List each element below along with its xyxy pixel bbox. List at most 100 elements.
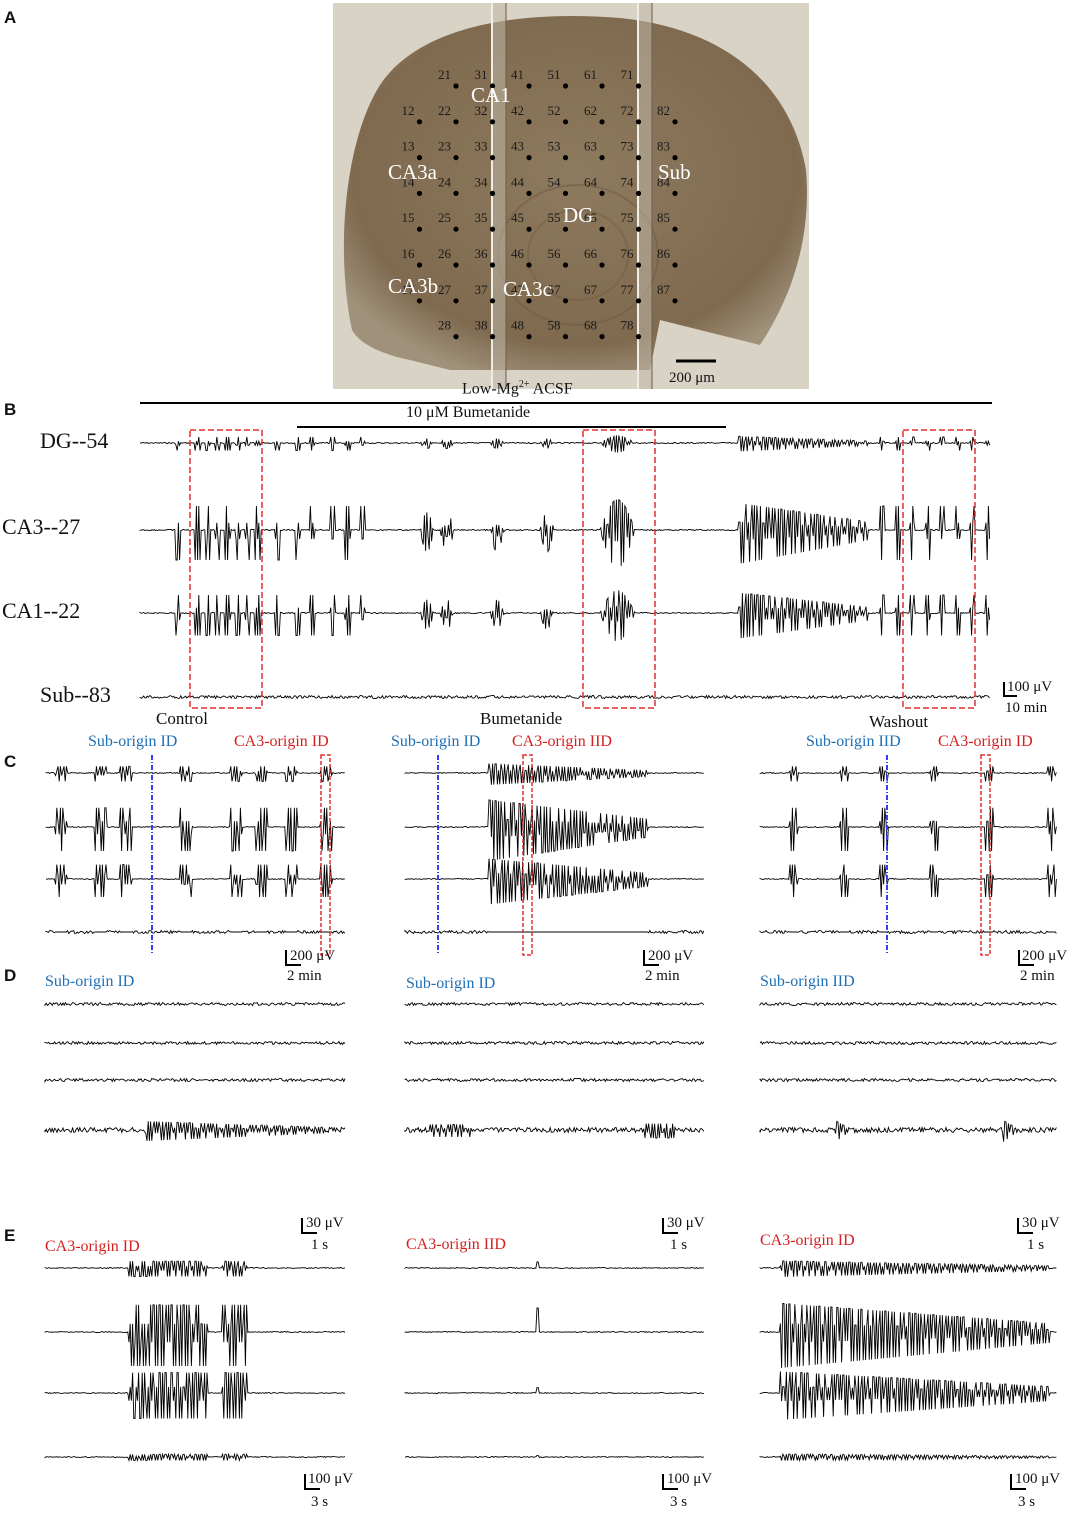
electrode-label: 13: [402, 139, 415, 154]
e-washout-scale-amp: 100 μV: [1015, 1471, 1061, 1487]
electrode-dot: [635, 119, 642, 125]
electrode-label: 47: [511, 282, 525, 297]
e-washout-scale-time: 3 s: [1018, 1494, 1036, 1510]
electrode-label: 28: [438, 318, 451, 333]
electrode-dot: [416, 119, 423, 125]
electrode-dot: [453, 334, 459, 340]
electrode-dot: [599, 334, 605, 340]
electrode-dot: [562, 226, 569, 232]
electrode-label: 14: [402, 174, 416, 189]
electrode-dot: [526, 119, 532, 125]
electrode-label: 58: [548, 318, 561, 333]
lfp-trace: [404, 929, 705, 935]
electrode-label: 21: [438, 67, 451, 82]
electrode-label: 57: [548, 282, 562, 297]
electrode-label: 54: [548, 174, 562, 189]
lfp-trace: [44, 1304, 346, 1367]
c-control-ca3-label: CA3-origin ID: [234, 733, 329, 750]
d-bumetanide-title: Sub-origin ID: [406, 975, 496, 992]
d-bumetanide-scale-time: 1 s: [670, 1237, 688, 1253]
lfp-trace: [44, 1077, 346, 1084]
lfp-trace: [44, 1372, 346, 1419]
electrode-label: 46: [511, 246, 525, 261]
c-washout-ca3-marker: [980, 754, 991, 956]
electrode-dot: [526, 334, 532, 340]
d-bumetanide-scale-h: [662, 1232, 678, 1234]
b-scale-vertical: [1003, 682, 1005, 696]
c-control-sub-label: Sub-origin ID: [88, 733, 178, 750]
electrode-dot: [599, 83, 605, 89]
electrode-dot: [599, 298, 605, 304]
lfp-trace: [759, 1001, 1057, 1007]
electrode-label: 78: [621, 318, 634, 333]
d-washout-title: Sub-origin IID: [760, 973, 855, 990]
electrode-dot: [489, 155, 496, 161]
electrode-dot: [635, 298, 642, 304]
electrode-label: 84: [657, 174, 671, 189]
electrode-label: 83: [657, 139, 670, 154]
electrode-dot: [526, 190, 532, 196]
lfp-trace: [759, 807, 1057, 852]
lfp-trace: [404, 1387, 704, 1395]
lfp-trace: [405, 1454, 704, 1459]
d-control-scale-v: [301, 1218, 303, 1234]
region-label-ca3b: CA3b: [388, 274, 439, 298]
electrode-dot: [526, 83, 532, 89]
electrode-label: 68: [584, 318, 597, 333]
electrode-dot: [416, 190, 423, 196]
electrode-dot: [453, 226, 459, 232]
electrode-dot: [489, 83, 496, 89]
lfp-trace: [759, 1302, 1057, 1368]
electrode-dot: [599, 262, 605, 268]
d-control-scale-time: 1 s: [311, 1237, 329, 1253]
c-washout-scale-h: [1018, 964, 1034, 966]
panel-b-traces: [139, 429, 991, 709]
d-control-scale-h: [301, 1232, 317, 1234]
lfp-trace: [44, 1001, 346, 1007]
c-bumetanide-scale-amp: 200 μV: [648, 948, 694, 964]
electrode-label: 51: [548, 67, 561, 82]
panel-letter-d: D: [4, 966, 17, 985]
b-scale-horizontal: [1003, 695, 1017, 697]
lfp-trace: [404, 1001, 705, 1007]
electrode-label: 86: [657, 246, 671, 261]
electrode-dot: [562, 262, 569, 268]
electrode-dot: [635, 226, 642, 232]
electrode-label: 72: [621, 103, 634, 118]
c-control-scale-amp: 200 μV: [290, 948, 336, 964]
lfp-trace: [139, 499, 991, 566]
lfp-trace: [404, 1040, 705, 1046]
low-mg-acsf-label: Low-Mg2+ ACSF: [462, 379, 573, 398]
lfp-trace: [139, 590, 991, 641]
c-washout-scale-amp: 200 μV: [1022, 948, 1068, 964]
electrode-dot: [562, 155, 569, 161]
lfp-trace: [45, 929, 346, 935]
electrode-dot: [526, 262, 532, 268]
electrode-dot: [453, 262, 459, 268]
e-bumetanide-scale-time: 3 s: [670, 1494, 688, 1510]
electrode-dot: [635, 83, 642, 89]
electrode-dot: [672, 119, 678, 125]
electrode-label: 32: [475, 103, 488, 118]
electrode-label: 73: [621, 139, 634, 154]
electrode-label: 74: [621, 174, 635, 189]
electrode-dot: [453, 155, 459, 161]
panel-a-slice-image: 21 31 41 51 61 71 12 22 32 42 52 62 72 82 13 23 33 43 53 63…: [333, 3, 809, 389]
electrode-dot: [672, 298, 678, 304]
electrode-label: 42: [511, 103, 524, 118]
condition-label-control: Control: [156, 709, 208, 728]
electrode-label: 35: [475, 210, 488, 225]
d-washout-scale-v: [1017, 1218, 1019, 1234]
e-bumetanide-scale-amp: 100 μV: [667, 1471, 713, 1487]
panel-letter-e: E: [4, 1226, 16, 1245]
b-scale-time-label: 10 min: [1005, 700, 1048, 716]
electrode-label: 25: [438, 210, 451, 225]
lfp-trace: [45, 864, 345, 898]
d-washout-scale-h: [1017, 1232, 1033, 1234]
e-bumetanide-scale-v: [662, 1474, 664, 1490]
e-washout-scale-v: [1010, 1474, 1012, 1490]
c-control-scale-v: [285, 950, 287, 966]
electrode-label: 41: [511, 67, 524, 82]
electrode-dot: [635, 334, 642, 340]
c-control-scale-time: 2 min: [287, 968, 322, 984]
